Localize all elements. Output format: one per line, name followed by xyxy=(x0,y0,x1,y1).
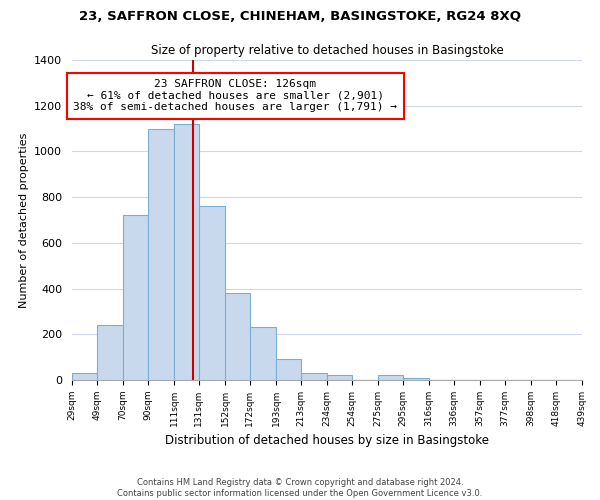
Bar xyxy=(250,328,276,380)
X-axis label: Distribution of detached houses by size in Basingstoke: Distribution of detached houses by size … xyxy=(165,434,489,448)
Bar xyxy=(97,325,123,380)
Text: 23, SAFFRON CLOSE, CHINEHAM, BASINGSTOKE, RG24 8XQ: 23, SAFFRON CLOSE, CHINEHAM, BASINGSTOKE… xyxy=(79,10,521,23)
Title: Size of property relative to detached houses in Basingstoke: Size of property relative to detached ho… xyxy=(151,44,503,58)
Bar xyxy=(199,206,225,380)
Bar xyxy=(378,376,403,380)
Bar xyxy=(327,376,352,380)
Text: Contains HM Land Registry data © Crown copyright and database right 2024.
Contai: Contains HM Land Registry data © Crown c… xyxy=(118,478,482,498)
Bar xyxy=(123,216,148,380)
Bar xyxy=(72,373,97,380)
Y-axis label: Number of detached properties: Number of detached properties xyxy=(19,132,29,308)
Bar xyxy=(301,373,327,380)
Bar xyxy=(148,128,174,380)
Text: 23 SAFFRON CLOSE: 126sqm
← 61% of detached houses are smaller (2,901)
38% of sem: 23 SAFFRON CLOSE: 126sqm ← 61% of detach… xyxy=(73,79,397,112)
Bar xyxy=(403,378,429,380)
Bar xyxy=(225,293,250,380)
Bar xyxy=(276,360,301,380)
Bar xyxy=(174,124,199,380)
